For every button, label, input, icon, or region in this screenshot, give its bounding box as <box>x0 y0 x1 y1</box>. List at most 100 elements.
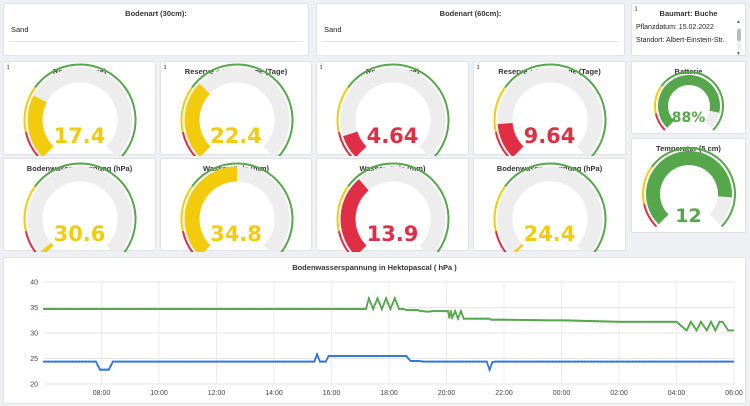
series-point <box>121 360 124 363</box>
series-point <box>629 360 632 363</box>
series-point <box>334 354 337 358</box>
series-point <box>375 354 378 358</box>
threshold-green <box>504 63 607 156</box>
threshold-yellow <box>336 86 349 133</box>
series-point <box>400 354 403 358</box>
series-point <box>659 320 662 323</box>
series-point <box>224 360 227 363</box>
scroll-thumb[interactable] <box>737 29 741 41</box>
series-point <box>661 320 664 323</box>
series-point <box>530 319 533 322</box>
series-point <box>314 307 317 311</box>
series-point <box>585 319 588 322</box>
threshold-yellow <box>180 86 193 133</box>
series-point <box>502 318 506 321</box>
series-point <box>279 307 282 311</box>
series-point <box>407 357 410 360</box>
scroll-down-icon[interactable]: ▼ <box>736 51 741 57</box>
info-icon[interactable]: i <box>320 63 323 71</box>
series-point <box>121 307 124 311</box>
gauge-value-arc <box>658 75 720 128</box>
x-tick-label: 22:00 <box>495 390 513 397</box>
gauge-g1 <box>23 63 137 156</box>
series-point <box>353 307 356 311</box>
series-point <box>472 317 476 320</box>
series-point <box>670 360 674 363</box>
series-point <box>65 307 69 311</box>
series-point <box>260 360 263 363</box>
series-point <box>578 319 582 322</box>
series-point <box>657 360 660 363</box>
scrollbar[interactable] <box>737 27 741 51</box>
tree-panel: i Baumart: Buche Pflanzdatum: 15.02.2022… <box>631 3 746 57</box>
series-point <box>588 319 591 323</box>
series-point <box>402 354 406 358</box>
series-point <box>638 320 641 323</box>
gauge-value-arc <box>646 151 732 225</box>
series-point <box>449 310 452 313</box>
series-point <box>294 360 298 363</box>
series-point <box>215 307 218 311</box>
series-point <box>373 354 376 358</box>
series-point <box>640 320 644 323</box>
series-point <box>300 307 303 311</box>
series-point <box>217 360 220 363</box>
series-point <box>68 307 71 311</box>
info-icon[interactable]: i <box>635 5 638 13</box>
series-point <box>477 317 480 320</box>
info-icon[interactable]: i <box>477 63 480 71</box>
series-point <box>98 307 101 311</box>
series-point <box>263 307 266 311</box>
series-point <box>61 360 64 363</box>
series-point <box>302 307 305 311</box>
series-point <box>281 360 284 363</box>
series-point <box>187 307 190 311</box>
series-point <box>548 360 552 363</box>
series-point <box>167 307 170 311</box>
series-point <box>350 354 353 358</box>
gauge-value: 22.4 <box>210 124 262 148</box>
series-point <box>348 307 351 311</box>
series-point <box>456 317 460 320</box>
series-point <box>424 360 427 363</box>
series-point <box>325 307 328 311</box>
series-point <box>709 360 713 363</box>
series-point <box>661 360 664 363</box>
series-point <box>201 307 204 311</box>
series-point <box>590 360 593 363</box>
series-point <box>534 319 537 322</box>
info-icon[interactable]: i <box>7 63 10 71</box>
threshold-red <box>654 113 666 131</box>
series-point <box>636 320 639 323</box>
x-tick-label: 00:00 <box>553 390 571 397</box>
gauge-panel-reserve-30: i Reserve (Tage) 17.4 <box>3 61 156 156</box>
series-point <box>282 307 285 311</box>
series-point <box>345 354 348 358</box>
series-point <box>569 319 572 322</box>
series-point <box>171 360 174 363</box>
series-point <box>435 310 438 313</box>
series-point <box>604 360 607 363</box>
y-tick-label: 20 <box>30 382 38 389</box>
series-point <box>581 319 584 322</box>
info-icon[interactable]: i <box>164 63 167 71</box>
series-point <box>210 307 213 311</box>
series-point <box>666 320 669 323</box>
scroll-up-icon[interactable]: ▲ <box>736 19 741 25</box>
series-point <box>391 302 394 305</box>
series-point <box>387 302 390 305</box>
series-point <box>592 320 595 323</box>
series-point <box>652 360 655 363</box>
series-point <box>146 360 149 363</box>
series-point <box>191 360 195 363</box>
series-point <box>543 319 547 322</box>
series-point <box>532 360 536 363</box>
soil-30-title: Bodenart (30cm): <box>125 9 187 18</box>
series-point <box>332 354 335 358</box>
series-point <box>269 360 272 363</box>
threshold-red <box>24 230 37 252</box>
series-point <box>270 307 273 311</box>
line-chart[interactable]: 20 25 30 35 40 08:00 10:00 12:00 14:00 16:00 18:00… <box>4 258 747 405</box>
series-point <box>114 360 117 363</box>
x-tick-label: 04:00 <box>668 390 686 397</box>
